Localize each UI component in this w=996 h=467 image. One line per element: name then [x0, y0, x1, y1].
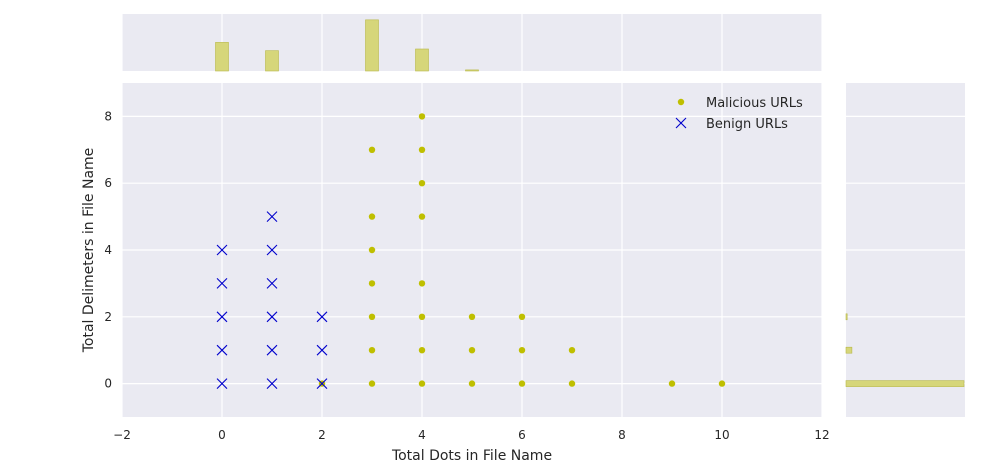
malicious-point	[368, 347, 376, 354]
benign-point	[316, 311, 328, 323]
right-hist-bar	[845, 346, 853, 354]
benign-point	[266, 311, 278, 323]
x-tick-label: 2	[318, 428, 326, 442]
x-tick-label: 10	[714, 428, 729, 442]
malicious-point	[368, 313, 376, 320]
y-tick-label: 8	[104, 109, 112, 123]
benign-point	[266, 244, 278, 256]
x-tick-label: 8	[618, 428, 626, 442]
malicious-point	[368, 280, 376, 287]
y-axis-label: Total Delimeters in File Name	[81, 148, 97, 354]
x-tick-label: 4	[418, 428, 426, 442]
x-tick-label: −2	[113, 428, 131, 442]
malicious-point	[518, 347, 526, 354]
malicious-point	[418, 380, 426, 387]
right-marginal-bars	[845, 313, 965, 387]
legend: Malicious URLs Benign URLs	[675, 96, 803, 132]
benign-point	[266, 211, 278, 222]
benign-point	[216, 244, 228, 256]
legend-malicious-marker	[677, 98, 685, 106]
benign-point	[216, 311, 228, 323]
malicious-point	[418, 213, 426, 220]
data-points	[216, 113, 726, 389]
y-tick-label: 0	[104, 377, 112, 391]
legend-benign-marker	[675, 117, 687, 129]
malicious-point	[568, 347, 576, 354]
malicious-point	[368, 246, 376, 254]
top-hist-bar	[465, 69, 479, 72]
malicious-point	[518, 313, 526, 320]
right-hist-bar	[845, 380, 965, 387]
malicious-point	[418, 146, 426, 153]
benign-point	[316, 344, 328, 356]
x-tick-label: 0	[218, 428, 226, 442]
malicious-point	[368, 146, 376, 153]
right-hist-bar	[845, 313, 848, 321]
benign-point	[216, 378, 228, 389]
top-hist-bar	[365, 19, 379, 72]
benign-point	[316, 378, 328, 389]
malicious-point	[718, 380, 726, 387]
benign-point	[216, 344, 228, 356]
y-tick-label: 4	[104, 243, 112, 257]
benign-point	[266, 344, 278, 356]
malicious-point	[568, 380, 576, 387]
x-tick-label: 6	[518, 428, 526, 442]
y-tick-labels: 0 2 4 6 8	[104, 109, 112, 390]
y-tick-label: 6	[104, 176, 112, 190]
malicious-point	[418, 347, 426, 354]
benign-point	[266, 378, 278, 389]
malicious-point	[668, 380, 676, 387]
malicious-point	[418, 180, 426, 187]
benign-point	[266, 278, 278, 289]
legend-malicious-label: Malicious URLs	[706, 96, 803, 111]
malicious-point	[418, 313, 426, 320]
x-tick-labels: −2 0 2 4 6 8 10 12	[113, 428, 829, 442]
benign-point	[216, 278, 228, 289]
top-marginal-bars	[215, 19, 479, 72]
malicious-point	[518, 380, 526, 387]
top-hist-bar	[265, 50, 279, 72]
malicious-point	[368, 213, 376, 220]
malicious-point	[418, 113, 426, 120]
x-axis-label: Total Dots in File Name	[391, 448, 552, 464]
top-hist-bar	[415, 48, 429, 72]
legend-benign-x	[675, 117, 687, 129]
legend-benign-label: Benign URLs	[706, 117, 788, 132]
malicious-point	[368, 380, 376, 387]
top-marginal-area	[122, 14, 822, 71]
top-hist-bar	[215, 42, 229, 72]
y-tick-label: 2	[104, 310, 112, 324]
x-tick-label: 12	[814, 428, 829, 442]
malicious-point	[468, 380, 476, 387]
malicious-point	[418, 280, 426, 287]
malicious-point	[468, 313, 476, 320]
malicious-point	[468, 347, 476, 354]
